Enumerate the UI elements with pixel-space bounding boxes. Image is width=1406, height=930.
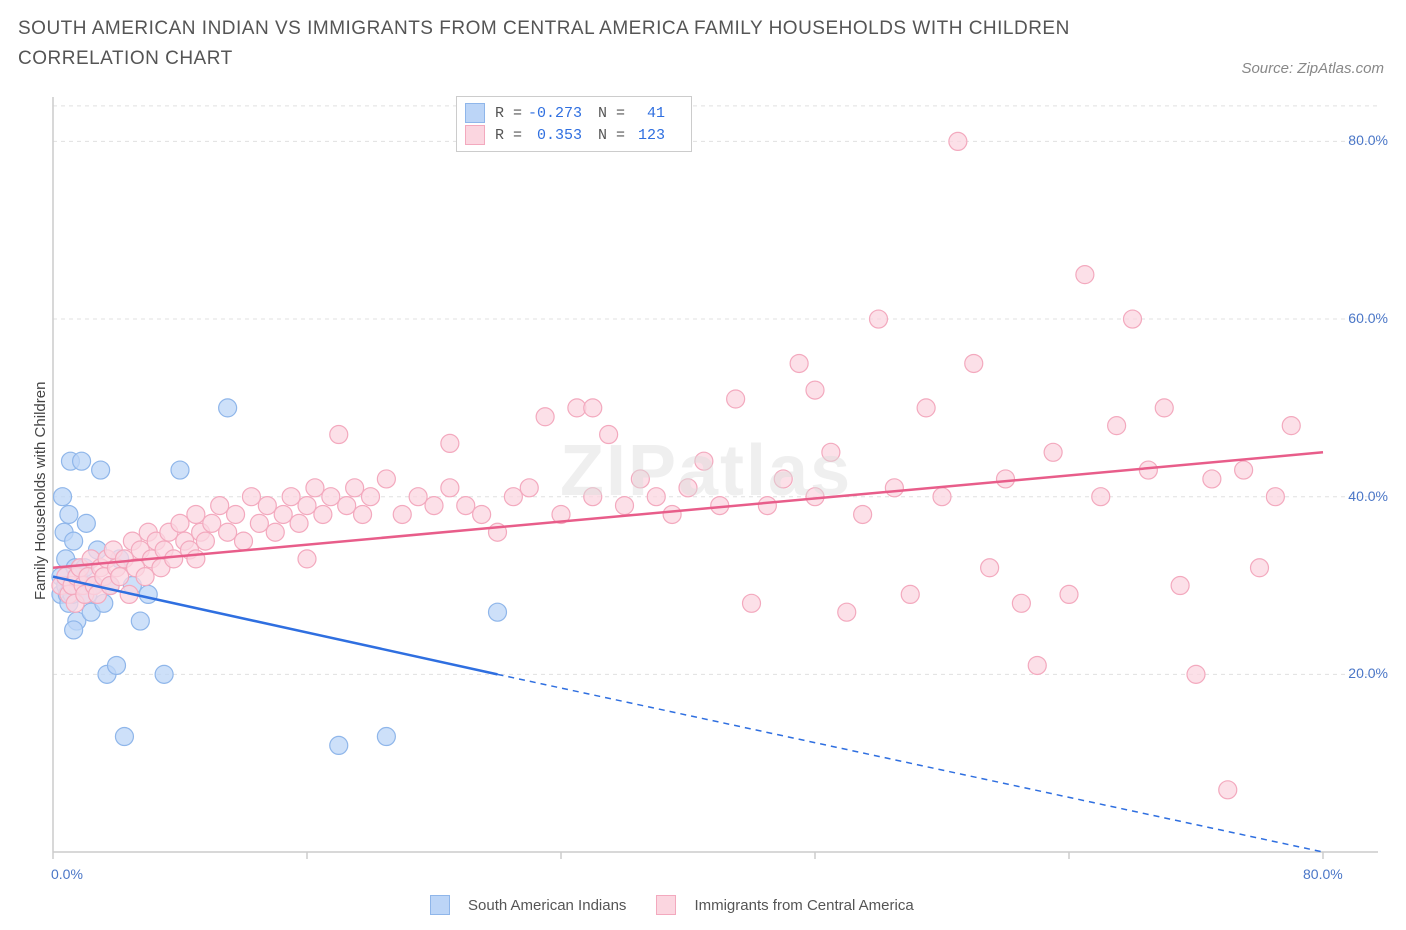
series-legend-item: South American Indians <box>430 895 626 915</box>
y-tick-label: 40.0% <box>1348 488 1388 504</box>
x-tick-label: 0.0% <box>51 866 83 882</box>
y-axis-label: Family Households with Children <box>32 382 49 600</box>
x-tick-label: 80.0% <box>1303 866 1343 882</box>
stats-legend: R = -0.273N = 41R = 0.353N = 123 <box>456 96 692 152</box>
series-legend: South American Indians Immigrants from Ce… <box>430 895 914 915</box>
stats-legend-row: R = -0.273N = 41 <box>465 103 681 123</box>
legend-swatch <box>465 125 485 145</box>
legend-swatch <box>656 895 676 915</box>
stats-legend-row: R = 0.353N = 123 <box>465 125 681 145</box>
legend-swatch <box>430 895 450 915</box>
y-tick-label: 80.0% <box>1348 132 1388 148</box>
chart-title: SOUTH AMERICAN INDIAN VS IMMIGRANTS FROM… <box>18 14 1156 75</box>
scatter-plot <box>48 92 1378 872</box>
source-attribution: Source: ZipAtlas.com <box>1241 60 1384 77</box>
series-legend-label: South American Indians <box>468 897 626 914</box>
series-legend-label: Immigrants from Central America <box>694 897 913 914</box>
legend-swatch <box>465 103 485 123</box>
y-tick-label: 60.0% <box>1348 310 1388 326</box>
series-legend-item: Immigrants from Central America <box>656 895 913 915</box>
y-tick-label: 20.0% <box>1348 665 1388 681</box>
